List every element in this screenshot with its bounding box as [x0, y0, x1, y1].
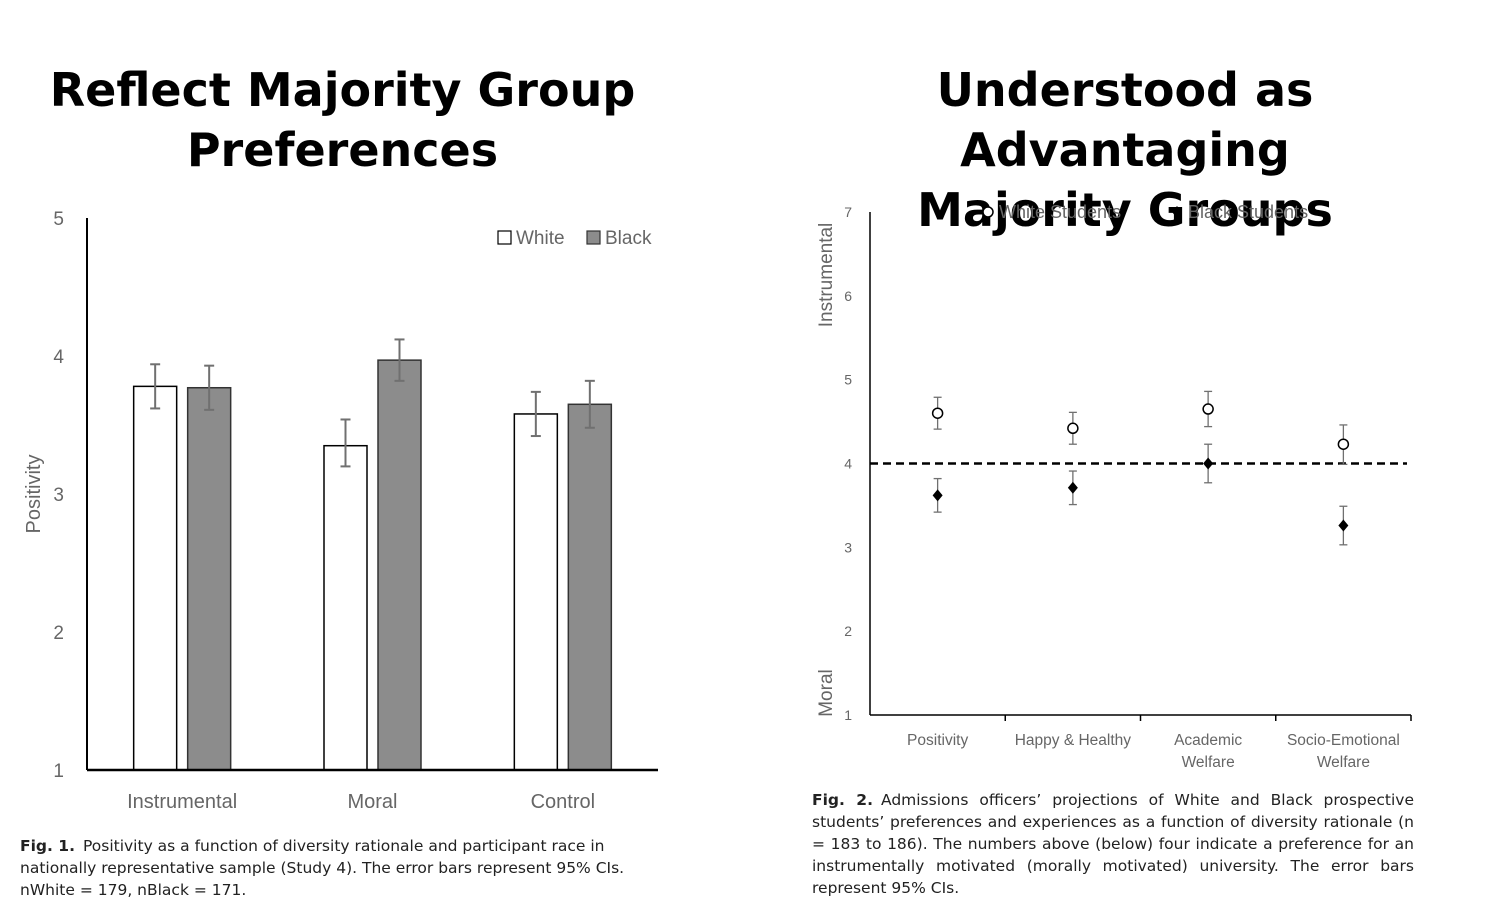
y-tick-label: 2: [53, 623, 64, 644]
y-tick-label: 3: [844, 539, 852, 555]
legend-swatch-white: [497, 230, 512, 245]
y-tick-label: 2: [844, 623, 852, 639]
x-tick-label: Happy & Healthy: [1015, 732, 1132, 749]
black-students-point: [932, 489, 943, 502]
x-tick-label: Academic: [1174, 732, 1242, 749]
x-tick-label: Welfare: [1182, 754, 1235, 771]
fig2-caption: Fig. 2. Admissions officers’ projections …: [812, 789, 1414, 899]
black-bar: [377, 359, 422, 771]
legend-label-white: White: [516, 228, 565, 249]
y-tick-label: 4: [53, 347, 64, 368]
white-bar: [513, 413, 559, 771]
x-tick-label: Instrumental: [127, 791, 237, 813]
left-panel-title: Reflect Majority Group Preferences: [20, 60, 665, 180]
y-tick-label: 4: [844, 456, 852, 472]
legend-swatch-black: [586, 230, 601, 245]
fig2-caption-text: Admissions officers’ projections of Whit…: [812, 791, 1414, 897]
x-tick-label: Positivity: [907, 732, 968, 749]
legend-label-white-students: White Students: [999, 202, 1121, 222]
right-title-line-1: Understood as Advantaging: [936, 63, 1314, 177]
y-axis-label-top: Instrumental: [816, 223, 837, 328]
white-bar: [323, 444, 368, 771]
black-students-point: [1338, 519, 1349, 532]
legend-label-black: Black: [605, 228, 652, 249]
black-students-point: [1067, 481, 1078, 494]
legend-marker-white-students: [982, 206, 994, 218]
white-students-point: [931, 407, 944, 419]
fig1-caption: Fig. 1. Positivity as a function of diver…: [20, 835, 670, 901]
black-bar: [186, 386, 232, 771]
fig1-caption-text: Positivity as a function of diversity ra…: [20, 837, 625, 877]
y-axis-label-bottom: Moral: [816, 669, 837, 717]
x-tick-label: Control: [531, 791, 595, 813]
white-bar: [132, 385, 178, 771]
left-title-line-2: Preferences: [186, 123, 499, 177]
x-tick-label: Welfare: [1317, 754, 1370, 771]
y-tick-label: 6: [844, 288, 852, 304]
white-students-point: [1202, 403, 1214, 415]
fig1-caption-sample-sizes: nWhite = 179, nBlack = 171.: [20, 881, 247, 899]
legend-marker-black-students: [1172, 206, 1182, 218]
white-students-point: [1337, 438, 1350, 450]
y-tick-label: 1: [844, 707, 852, 723]
left-title-line-1: Reflect Majority Group: [49, 63, 636, 117]
legend-label-black-students: Black Students: [1188, 202, 1308, 222]
fig1-caption-label: Fig. 1.: [20, 837, 75, 855]
black-students-point: [1203, 457, 1214, 470]
fig2-caption-label: Fig. 2.: [812, 791, 873, 809]
y-tick-label: 3: [53, 485, 64, 506]
y-tick-label: 5: [53, 209, 64, 230]
y-tick-label: 7: [844, 204, 852, 220]
y-tick-label: 5: [844, 372, 852, 388]
x-tick-label: Moral: [347, 791, 397, 813]
y-tick-label: 1: [53, 761, 64, 782]
white-students-point: [1067, 422, 1079, 435]
x-tick-label: Socio-Emotional: [1287, 732, 1400, 749]
y-axis-label: Positivity: [23, 455, 45, 534]
black-bar: [567, 403, 613, 771]
